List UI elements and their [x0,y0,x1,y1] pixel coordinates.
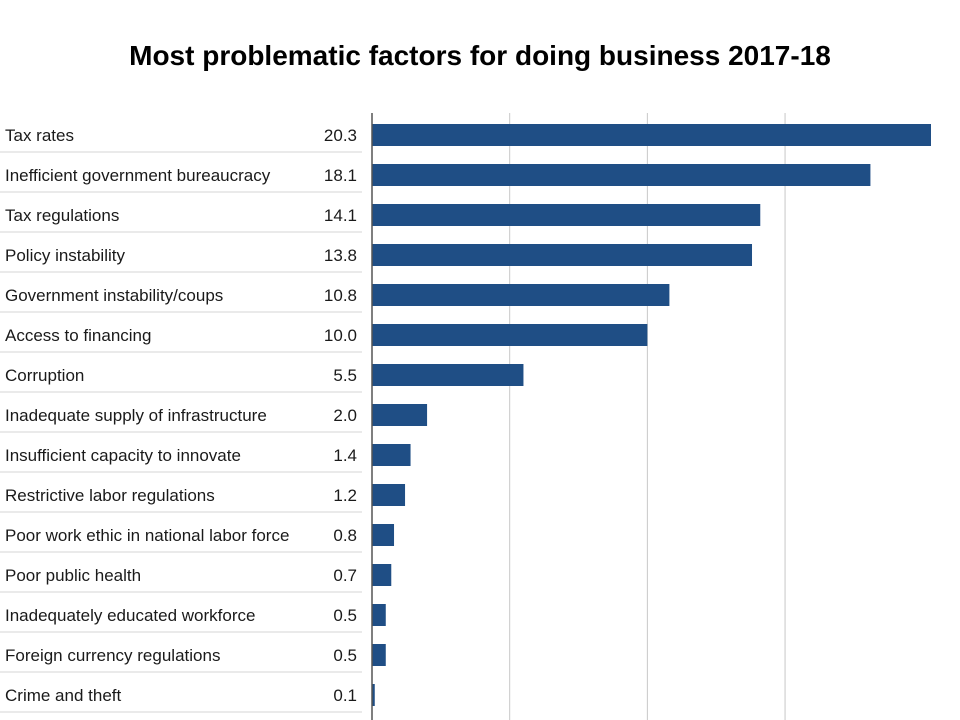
category-label: Tax regulations [5,206,119,225]
value-label: 18.1 [324,166,357,185]
value-label: 2.0 [333,406,357,425]
value-label: 5.5 [333,366,357,385]
bar [372,604,386,626]
category-label: Inadequate supply of infrastructure [5,406,267,425]
value-label: 0.5 [333,606,357,625]
bar [372,404,428,426]
value-label: 10.0 [324,326,357,345]
value-label: 10.8 [324,286,357,305]
category-label: Inadequately educated workforce [5,606,255,625]
bar [372,204,761,226]
category-label: Access to financing [5,326,151,345]
chart-title: Most problematic factors for doing busin… [129,40,831,71]
category-label: Poor work ethic in national labor force [5,526,289,545]
category-label: Policy instability [5,246,125,265]
bar [372,324,648,346]
bar [372,524,395,546]
value-label: 13.8 [324,246,357,265]
category-label: Corruption [5,366,84,385]
value-label: 0.7 [333,566,357,585]
bar [372,164,871,186]
value-label: 0.1 [333,686,357,705]
bar [372,284,670,306]
category-label: Tax rates [5,126,74,145]
category-label: Crime and theft [5,686,121,705]
category-label: Inefficient government bureaucracy [5,166,271,185]
category-label: Insufficient capacity to innovate [5,446,241,465]
value-label: 0.5 [333,646,357,665]
value-label: 0.8 [333,526,357,545]
category-label: Foreign currency regulations [5,646,220,665]
value-label: 1.4 [333,446,357,465]
bar [372,124,931,146]
category-label: Government instability/coups [5,286,223,305]
value-label: 14.1 [324,206,357,225]
bar [372,484,406,506]
value-label: 20.3 [324,126,357,145]
bar [372,684,375,706]
bar [372,564,392,586]
category-label: Poor public health [5,566,141,585]
bar [372,444,411,466]
bar [372,244,753,266]
bar [372,364,524,386]
bar [372,644,386,666]
value-label: 1.2 [333,486,357,505]
category-label: Restrictive labor regulations [5,486,215,505]
